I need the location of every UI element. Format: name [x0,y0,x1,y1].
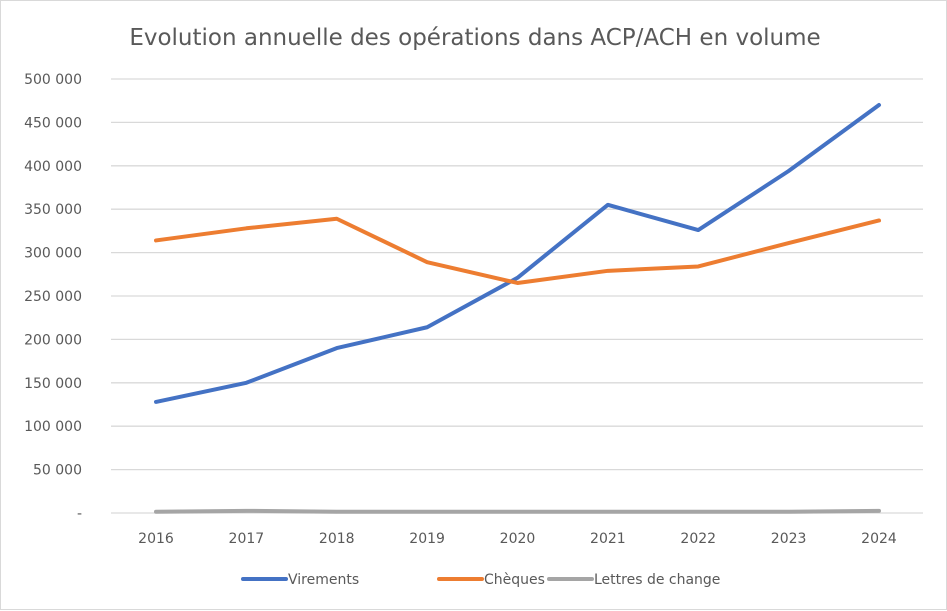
y-tick-label: 100 000 [24,419,82,435]
x-tick-label: 2020 [500,531,536,547]
y-tick-label: 300 000 [24,246,82,262]
y-tick-label: 350 000 [24,202,82,218]
x-tick-label: 2022 [680,531,716,547]
y-tick-label: 150 000 [24,376,82,392]
x-tick-label: 2019 [409,531,445,547]
x-tick-label: 2018 [319,531,355,547]
legend: Virements Chèques Lettres de change [243,572,720,588]
series-line-ch-ques [156,219,879,283]
x-tick-label: 2021 [590,531,626,547]
y-tick-label: 250 000 [24,289,82,305]
legend-label: Chèques [484,572,545,588]
gridlines [111,79,923,513]
y-tick-label: 200 000 [24,332,82,348]
chart-title: Evolution annuelle des opérations dans A… [129,25,820,51]
series-line-virements [156,105,879,402]
legend-label: Lettres de change [594,572,720,588]
x-tick-label: 2016 [138,531,174,547]
y-tick-label: 450 000 [24,115,82,131]
x-tick-label: 2023 [771,531,807,547]
legend-label: Virements [288,572,359,588]
x-tick-label: 2017 [229,531,265,547]
y-tick-label: 500 000 [24,72,82,88]
series-line-lettres-de-change [156,511,879,512]
y-tick-label: 50 000 [33,463,82,479]
y-axis-ticks: - 50 000 100 000 150 000 200 000 250 000 300 0… [24,72,82,522]
y-tick-label: - [77,506,82,522]
y-tick-label: 400 000 [24,159,82,175]
x-axis-ticks: 2016 2017 2018 2019 2020 2021 2022 2023 2024 [138,531,897,547]
x-tick-label: 2024 [861,531,897,547]
